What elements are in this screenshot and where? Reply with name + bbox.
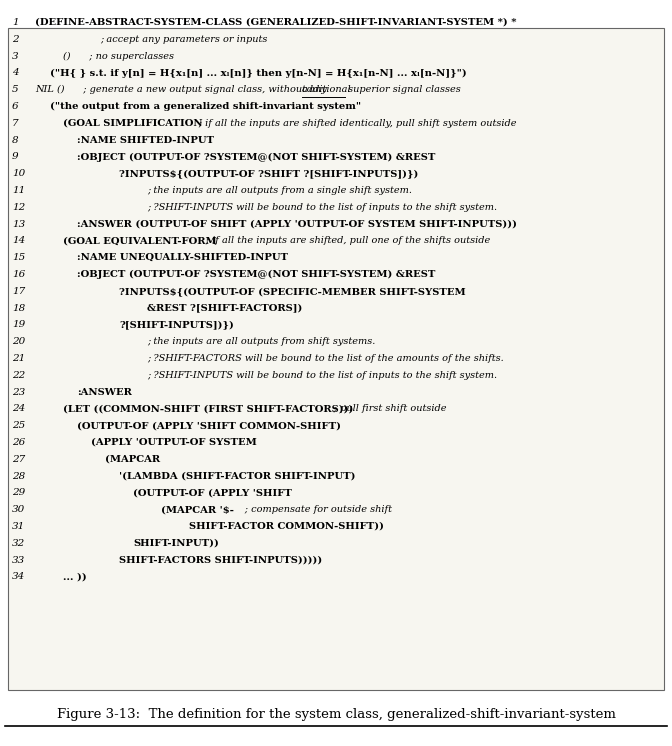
Text: ?[SHIFT-INPUTS])}): ?[SHIFT-INPUTS])})	[119, 320, 234, 330]
Text: (MAPCAR: (MAPCAR	[105, 455, 160, 464]
Text: ; ?SHIFT-FACTORS will be bound to the list of the amounts of the shifts.: ; ?SHIFT-FACTORS will be bound to the li…	[147, 354, 504, 363]
Text: 1: 1	[12, 18, 19, 27]
Text: 13: 13	[12, 219, 26, 228]
Text: 21: 21	[12, 354, 26, 363]
Text: ; pull first shift outside: ; pull first shift outside	[315, 404, 446, 413]
Text: ; the inputs are all outputs from shift systems.: ; the inputs are all outputs from shift …	[147, 337, 376, 346]
Text: (GOAL SIMPLIFICATION: (GOAL SIMPLIFICATION	[63, 119, 203, 128]
Text: 2: 2	[12, 35, 19, 44]
Text: 18: 18	[12, 304, 26, 313]
Text: 10: 10	[12, 169, 26, 178]
Text: 3: 3	[12, 51, 19, 60]
Text: ; if all the inputs are shifted identically, pull shift system outside: ; if all the inputs are shifted identica…	[180, 119, 517, 128]
Text: additional: additional	[302, 85, 351, 94]
Text: &REST ?[SHIFT-FACTORS]): &REST ?[SHIFT-FACTORS])	[147, 304, 302, 313]
Text: 5: 5	[12, 85, 19, 94]
Text: (GOAL EQUIVALENT-FORM: (GOAL EQUIVALENT-FORM	[63, 236, 216, 245]
Text: 20: 20	[12, 337, 26, 346]
FancyBboxPatch shape	[8, 28, 664, 690]
Text: SHIFT-INPUT)): SHIFT-INPUT))	[133, 539, 219, 548]
Text: 33: 33	[12, 556, 26, 565]
Text: ; the inputs are all outputs from a single shift system.: ; the inputs are all outputs from a sing…	[147, 186, 412, 195]
Text: 9: 9	[12, 152, 19, 161]
Text: :ANSWER (OUTPUT-OF SHIFT (APPLY 'OUTPUT-OF SYSTEM SHIFT-INPUTS))): :ANSWER (OUTPUT-OF SHIFT (APPLY 'OUTPUT-…	[77, 219, 517, 228]
Text: :NAME UNEQUALLY-SHIFTED-INPUT: :NAME UNEQUALLY-SHIFTED-INPUT	[77, 253, 288, 262]
Text: Figure 3-13:  The definition for the system class, generalized-shift-invariant-s: Figure 3-13: The definition for the syst…	[56, 708, 616, 721]
Text: 25: 25	[12, 421, 26, 430]
Text: 8: 8	[12, 136, 19, 145]
Text: ?INPUTS${(OUTPUT-OF ?SHIFT ?[SHIFT-INPUTS])}): ?INPUTS${(OUTPUT-OF ?SHIFT ?[SHIFT-INPUT…	[119, 169, 419, 178]
Text: 24: 24	[12, 404, 26, 413]
Text: ?INPUTS${(OUTPUT-OF (SPECIFIC-MEMBER SHIFT-SYSTEM: ?INPUTS${(OUTPUT-OF (SPECIFIC-MEMBER SHI…	[119, 286, 466, 296]
Text: 31: 31	[12, 522, 26, 531]
Text: 34: 34	[12, 572, 26, 581]
Text: 14: 14	[12, 236, 26, 245]
Text: (MAPCAR '$-: (MAPCAR '$-	[161, 505, 234, 514]
Text: '(LAMBDA (SHIFT-FACTOR SHIFT-INPUT): '(LAMBDA (SHIFT-FACTOR SHIFT-INPUT)	[119, 471, 355, 480]
Text: :ANSWER: :ANSWER	[77, 388, 132, 397]
Text: 28: 28	[12, 471, 26, 480]
Text: ()      ; no superclasses: () ; no superclasses	[63, 51, 174, 60]
Text: ... )): ... ))	[63, 572, 87, 581]
Text: 23: 23	[12, 388, 26, 397]
Text: :OBJECT (OUTPUT-OF ?SYSTEM@(NOT SHIFT-SYSTEM) &REST: :OBJECT (OUTPUT-OF ?SYSTEM@(NOT SHIFT-SY…	[77, 270, 435, 279]
Text: ; if all the inputs are shifted, pull one of the shifts outside: ; if all the inputs are shifted, pull on…	[187, 236, 491, 245]
Text: 22: 22	[12, 371, 26, 380]
Text: (APPLY 'OUTPUT-OF SYSTEM: (APPLY 'OUTPUT-OF SYSTEM	[91, 438, 257, 447]
Text: 16: 16	[12, 270, 26, 279]
Text: 7: 7	[12, 119, 19, 128]
Text: 6: 6	[12, 102, 19, 111]
Text: SHIFT-FACTOR COMMON-SHIFT)): SHIFT-FACTOR COMMON-SHIFT))	[189, 522, 384, 531]
Text: ; compensate for outside shift: ; compensate for outside shift	[226, 505, 392, 514]
Text: 27: 27	[12, 455, 26, 464]
Text: 26: 26	[12, 438, 26, 447]
Text: (OUTPUT-OF (APPLY 'SHIFT: (OUTPUT-OF (APPLY 'SHIFT	[133, 489, 292, 498]
Text: :OBJECT (OUTPUT-OF ?SYSTEM@(NOT SHIFT-SYSTEM) &REST: :OBJECT (OUTPUT-OF ?SYSTEM@(NOT SHIFT-SY…	[77, 152, 435, 162]
Text: (LET ((COMMON-SHIFT (FIRST SHIFT-FACTORS))): (LET ((COMMON-SHIFT (FIRST SHIFT-FACTORS…	[63, 404, 353, 413]
Text: ; accept any parameters or inputs: ; accept any parameters or inputs	[100, 35, 267, 44]
Text: 15: 15	[12, 253, 26, 262]
Text: 30: 30	[12, 505, 26, 514]
Text: ; ?SHIFT-INPUTS will be bound to the list of inputs to the shift system.: ; ?SHIFT-INPUTS will be bound to the lis…	[147, 203, 497, 212]
Text: ("the output from a generalized shift-invariant system": ("the output from a generalized shift-in…	[50, 102, 361, 111]
Text: 12: 12	[12, 203, 26, 212]
Text: 32: 32	[12, 539, 26, 548]
Text: :NAME SHIFTED-INPUT: :NAME SHIFTED-INPUT	[77, 136, 214, 145]
Text: 19: 19	[12, 320, 26, 330]
Text: SHIFT-FACTORS SHIFT-INPUTS))))): SHIFT-FACTORS SHIFT-INPUTS)))))	[119, 556, 323, 565]
Text: 11: 11	[12, 186, 26, 195]
Text: superior signal classes: superior signal classes	[345, 85, 460, 94]
Text: ; ?SHIFT-INPUTS will be bound to the list of inputs to the shift system.: ; ?SHIFT-INPUTS will be bound to the lis…	[147, 371, 497, 380]
Text: NIL ()      ; generate a new output signal class, without any: NIL () ; generate a new output signal cl…	[35, 85, 330, 94]
Text: ("H{ } s.t. if y[n] = H{x₁[n] ... xₗ[n]} then y[n-N] = H{x₁[n-N] ... xₗ[n-N]}"): ("H{ } s.t. if y[n] = H{x₁[n] ... xₗ[n]}…	[50, 69, 467, 78]
Text: (DEFINE-ABSTRACT-SYSTEM-CLASS (GENERALIZED-SHIFT-INVARIANT-SYSTEM *) *: (DEFINE-ABSTRACT-SYSTEM-CLASS (GENERALIZ…	[35, 18, 517, 27]
Text: 29: 29	[12, 489, 26, 498]
Text: 17: 17	[12, 286, 26, 296]
Text: 4: 4	[12, 69, 19, 78]
Text: (OUTPUT-OF (APPLY 'SHIFT COMMON-SHIFT): (OUTPUT-OF (APPLY 'SHIFT COMMON-SHIFT)	[77, 421, 341, 430]
